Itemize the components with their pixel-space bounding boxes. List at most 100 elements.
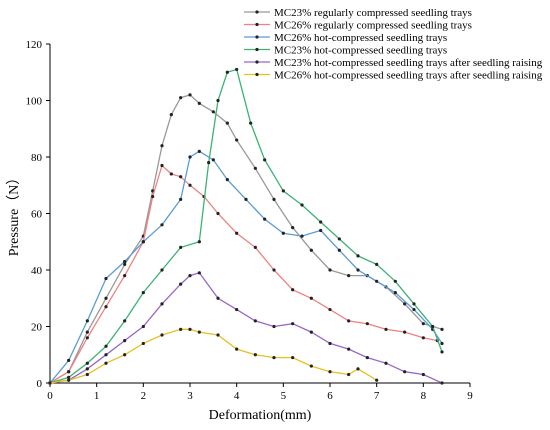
data-point — [123, 353, 127, 357]
data-point — [253, 319, 257, 323]
data-point — [431, 324, 435, 329]
series-line — [49, 68, 443, 384]
data-point — [235, 138, 239, 142]
data-point — [197, 271, 201, 275]
data-point — [291, 288, 295, 292]
data-point — [197, 101, 201, 105]
legend-label: MC26% hot-compressed seedling trays afte… — [274, 70, 543, 82]
data-point — [179, 175, 183, 179]
data-point — [440, 327, 444, 331]
data-point — [412, 302, 416, 306]
data-point — [160, 302, 164, 306]
data-point — [253, 166, 257, 170]
legend-marker — [255, 35, 259, 39]
data-point — [365, 322, 369, 326]
data-point — [328, 307, 332, 312]
x-tick-label: 4 — [234, 390, 240, 402]
data-point — [169, 113, 173, 117]
data-point — [384, 361, 388, 365]
data-point — [197, 240, 201, 244]
data-point — [440, 341, 444, 346]
data-point — [328, 341, 332, 346]
data-point — [403, 302, 407, 306]
legend-label: MC26% hot-compressed seedling trays — [274, 32, 447, 44]
legend-label: MC23% hot-compressed seedling trays — [274, 45, 447, 57]
data-point — [85, 367, 89, 371]
data-point — [85, 372, 89, 377]
data-point — [123, 319, 127, 323]
x-tick-label: 9 — [467, 390, 473, 402]
data-point — [123, 339, 127, 343]
y-axis-title: Pressure（N） — [6, 171, 22, 257]
y-tick-label: 20 — [31, 322, 43, 334]
data-point — [253, 245, 257, 249]
data-point — [235, 67, 239, 72]
data-point — [225, 70, 229, 74]
x-tick-label: 6 — [327, 390, 333, 402]
data-point — [85, 330, 89, 334]
data-point — [328, 370, 332, 374]
data-point — [375, 378, 379, 382]
x-tick-label: 3 — [187, 390, 193, 402]
data-point — [216, 296, 220, 300]
data-point — [104, 296, 108, 300]
data-point — [347, 319, 351, 323]
data-point — [48, 381, 52, 385]
data-point — [300, 234, 304, 238]
data-point — [356, 367, 360, 371]
data-point — [440, 381, 444, 385]
legend-marker — [255, 47, 259, 52]
legend-item: MC23% hot-compressed seedling trays — [244, 45, 447, 57]
data-point — [244, 197, 248, 201]
legend-item: MC23% regularly compressed seedling tray… — [244, 7, 472, 19]
data-point — [188, 93, 192, 97]
legend: MC23% regularly compressed seedling tray… — [244, 7, 543, 82]
data-point — [281, 231, 285, 235]
legend-item: MC26% hot-compressed seedling trays afte… — [244, 70, 543, 82]
series-line — [49, 164, 438, 384]
data-point — [169, 172, 173, 176]
data-point — [179, 327, 183, 331]
x-tick-label: 0 — [47, 390, 53, 402]
x-axis-title: Deformation(mm) — [209, 408, 312, 423]
data-point — [123, 274, 127, 278]
series-5 — [48, 271, 444, 385]
data-point — [235, 347, 239, 351]
data-point — [291, 322, 295, 326]
x-tick-label: 7 — [374, 390, 380, 402]
data-point — [160, 163, 164, 168]
data-point — [225, 178, 229, 182]
data-point — [104, 276, 108, 281]
data-point — [141, 291, 145, 295]
data-point — [141, 341, 145, 346]
series-4 — [48, 67, 444, 385]
data-point — [347, 274, 351, 278]
data-point — [197, 330, 201, 334]
data-point — [160, 333, 164, 337]
data-point — [300, 203, 304, 207]
data-point — [235, 307, 239, 312]
data-point — [309, 330, 313, 334]
legend-label: MC23% regularly compressed seedling tray… — [274, 7, 472, 19]
data-point — [211, 110, 215, 114]
data-point — [179, 282, 183, 286]
data-point — [403, 370, 407, 374]
data-point — [263, 158, 267, 162]
data-point — [188, 274, 192, 278]
series-line — [49, 328, 378, 384]
y-tick-label: 100 — [26, 96, 43, 108]
x-tick-label: 2 — [141, 390, 147, 402]
data-point — [179, 96, 183, 100]
data-point — [337, 248, 341, 252]
series-6 — [48, 327, 379, 385]
data-point — [393, 291, 397, 295]
data-point — [67, 375, 71, 379]
data-point — [337, 237, 341, 241]
data-point — [421, 372, 425, 377]
series-1 — [48, 93, 444, 385]
data-point — [188, 155, 192, 159]
legend-label: MC26% regularly compressed seedling tray… — [274, 20, 472, 32]
data-point — [393, 279, 397, 283]
series-3 — [48, 149, 444, 385]
